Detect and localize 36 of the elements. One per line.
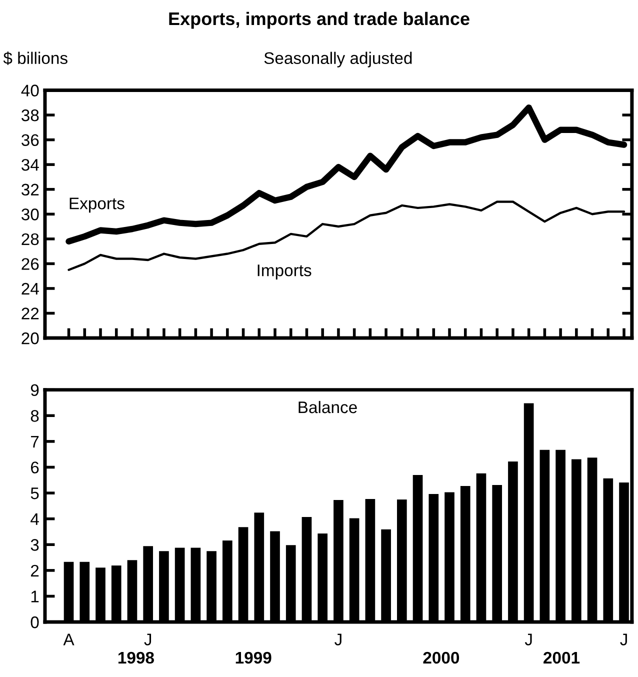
y-tick-label: 38 (22, 109, 39, 122)
chart-subtitle: Seasonally adjusted (264, 52, 412, 68)
y-axis-title: $ billions (3, 52, 68, 66)
y-tick-label: 30 (22, 208, 39, 220)
y-tick-label: 32 (22, 184, 39, 196)
y-tick-label: 6 (31, 462, 39, 474)
text: 2001 (544, 652, 580, 664)
y-tick-label: 36 (22, 134, 39, 146)
x-tick-label: J (334, 634, 342, 646)
series-label: Exports (70, 198, 124, 213)
text: Balance (298, 400, 357, 414)
series-label: Imports (258, 264, 312, 280)
text: 1999 (236, 652, 272, 664)
y-tick-label: 4 (30, 513, 39, 525)
y-tick-label: 40 (21, 84, 39, 96)
y-tick-label: 34 (22, 158, 39, 171)
x-tick-label: J (620, 634, 627, 646)
y-tick-label: 3 (30, 539, 39, 551)
y-tick-label: 0 (30, 616, 39, 628)
y-tick-label: 26 (22, 258, 39, 270)
y-tick-label: 28 (22, 233, 39, 246)
y-tick-label: 9 (30, 384, 39, 396)
y-tick-label: 5 (30, 488, 39, 500)
y-tick-label: 22 (22, 308, 39, 320)
chart-title: Exports, imports and trade balance (169, 12, 470, 29)
text: 2000 (423, 652, 460, 664)
y-tick-label: 1 (31, 590, 39, 602)
y-tick-label: 24 (22, 282, 39, 295)
y-tick-label: 7 (31, 436, 39, 448)
x-tick-label: A (63, 634, 74, 646)
x-tick-label: J (524, 634, 532, 646)
y-tick-label: 2 (30, 564, 39, 576)
x-tick-label: J (144, 634, 152, 646)
y-tick-label: 20 (22, 332, 39, 344)
text: 1998 (118, 652, 154, 664)
y-tick-label: 8 (30, 410, 39, 422)
